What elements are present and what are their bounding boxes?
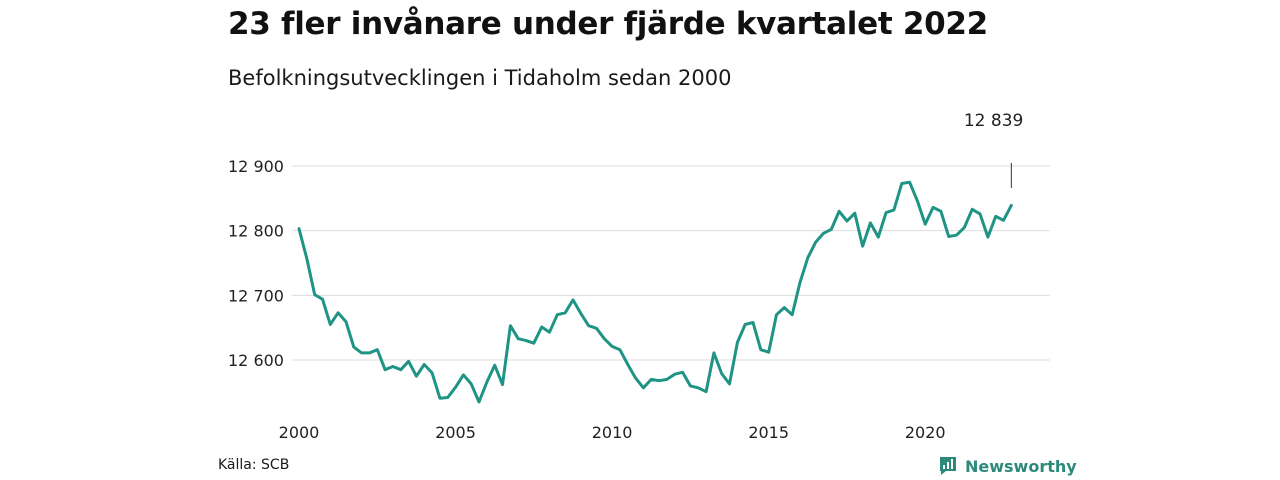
- x-tick-label: 2005: [435, 423, 476, 442]
- annotation-group: 12 839: [964, 111, 1023, 188]
- x-tick-label: 2010: [592, 423, 633, 442]
- brand-logo-link[interactable]: Newsworthy: [938, 456, 1077, 476]
- y-tick-label: 12 600: [228, 351, 284, 370]
- source-label: Källa: SCB: [218, 457, 290, 473]
- series-line: [297, 180, 1013, 404]
- series-line-group: [297, 180, 1013, 404]
- brand-name: Newsworthy: [965, 456, 1077, 476]
- newsworthy-logo-icon: [940, 457, 956, 475]
- y-tick-label: 12 700: [228, 286, 284, 305]
- y-axis-tick-labels: 12 600 12 700 12 800 12 900: [228, 157, 284, 370]
- x-tick-label: 2020: [905, 423, 946, 442]
- chart-title: 23 fler invånare under fjärde kvartalet …: [228, 6, 988, 42]
- last-value-label: 12 839: [964, 111, 1023, 131]
- y-tick-label: 12 900: [228, 157, 284, 176]
- y-tick-label: 12 800: [228, 222, 284, 241]
- chart-subtitle: Befolkningsutvecklingen i Tidaholm sedan…: [228, 66, 732, 90]
- grid-lines: [292, 165, 1050, 361]
- x-axis-tick-labels: 2000 2005 2010 2015 2020: [279, 423, 946, 442]
- x-tick-label: 2000: [279, 423, 320, 442]
- x-tick-label: 2015: [748, 423, 789, 442]
